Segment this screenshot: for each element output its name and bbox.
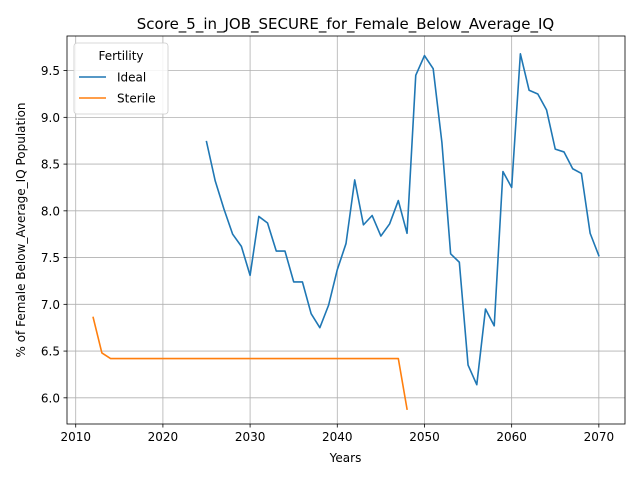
y-tick-label: 7.5 [41, 251, 60, 265]
y-tick-label: 8.0 [41, 204, 60, 218]
x-tick-label: 2040 [322, 430, 353, 444]
y-tick-label: 6.0 [41, 391, 60, 405]
x-tick-label: 2060 [496, 430, 527, 444]
series-line-sterile [92, 316, 408, 410]
y-tick-label: 7.0 [41, 298, 60, 312]
plot-frame [66, 35, 626, 425]
y-tick-label: 9.0 [41, 111, 60, 125]
x-tick-label: 2020 [148, 430, 179, 444]
legend-label-ideal: Ideal [117, 71, 146, 85]
x-axis-label: Years [329, 451, 362, 465]
legend-label-sterile: Sterile [117, 92, 156, 106]
grid [67, 36, 625, 424]
y-tick-label: 8.5 [41, 158, 60, 172]
x-tick-label: 2050 [409, 430, 440, 444]
y-axis-label: % of Female Below_Average_IQ Population [14, 102, 28, 357]
y-tick-label: 9.5 [41, 64, 60, 78]
x-tick-label: 2010 [60, 430, 91, 444]
chart-title: Score_5_in_JOB_SECURE_for_Female_Below_A… [137, 15, 554, 34]
y-tick-label: 6.5 [41, 345, 60, 359]
x-tick-label: 2070 [584, 430, 615, 444]
legend-box [73, 42, 169, 115]
legend-title: Fertility [98, 49, 143, 63]
legend: Fertility Ideal Sterile [73, 42, 169, 115]
axis-ticks: 2010 2020 2030 2040 2050 2060 2070 6.0 6.5 7.0 7.5… [41, 64, 614, 444]
x-tick-label: 2030 [235, 430, 266, 444]
series-line-ideal [205, 52, 600, 386]
series-layer [92, 52, 600, 410]
